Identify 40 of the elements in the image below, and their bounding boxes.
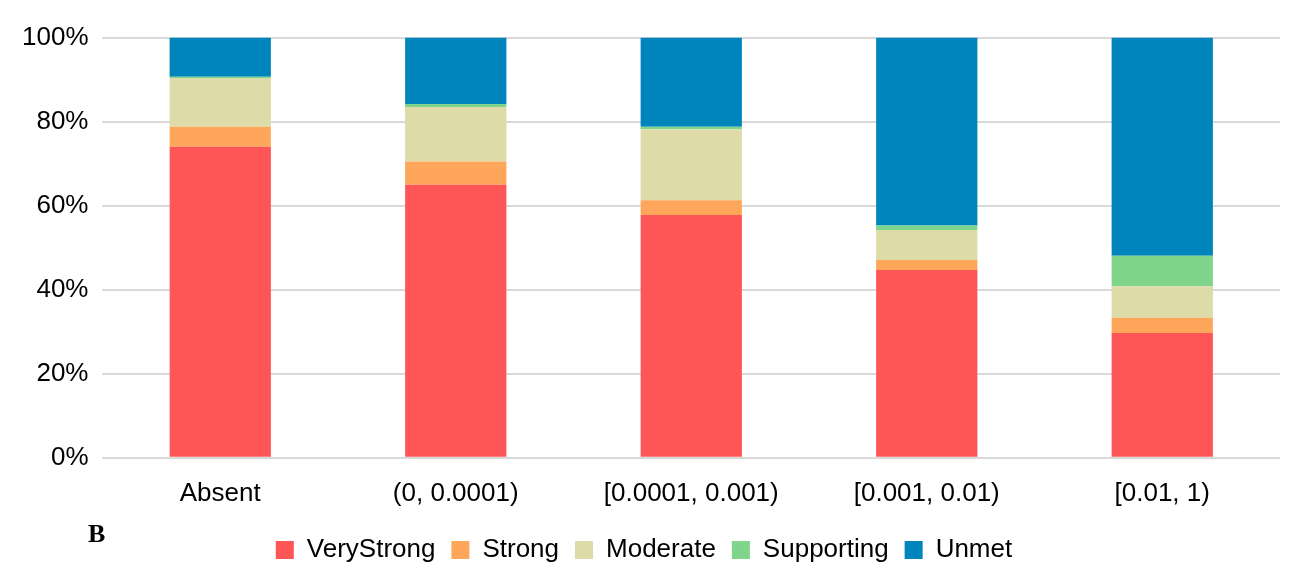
legend-label: VeryStrong [306,533,436,564]
bar [405,103,507,107]
bar [876,225,978,231]
y-tick-label: 0% [50,440,89,471]
x-tick-label: [0.01, 1) [1114,476,1210,507]
y-tick-label: 20% [36,356,89,387]
bar [876,230,978,260]
bar [640,129,742,201]
bar [169,146,271,457]
bar [1111,37,1213,256]
bar [405,161,507,185]
legend-label: Unmet [935,533,1013,564]
y-tick-label: 80% [36,104,89,135]
bar [169,126,271,147]
x-tick-label: [0.001, 0.01) [853,476,1000,507]
bar [640,37,742,127]
bar [405,37,507,104]
bar [876,259,978,270]
y-tick-label: 60% [36,188,89,219]
bar [876,269,978,457]
y-tick-label: 100% [22,20,89,51]
text: B [88,518,106,548]
legend-label: Moderate [606,533,716,564]
bar [169,77,271,127]
bar [1111,255,1213,287]
bar [405,184,507,457]
bar [169,37,271,77]
bar [640,214,742,457]
y-tick-label: 40% [36,272,89,303]
bar [1111,286,1213,318]
bar [405,106,507,162]
legend-label: Supporting [762,533,889,564]
bar [1111,317,1213,333]
legend-label: Strong [482,533,560,564]
x-tick-label: Absent [179,476,262,507]
bar [640,200,742,215]
bar [876,37,978,226]
x-tick-label: (0, 0.0001) [392,476,519,507]
x-tick-label: [0.0001, 0.001) [603,476,779,507]
bar [1111,333,1213,457]
